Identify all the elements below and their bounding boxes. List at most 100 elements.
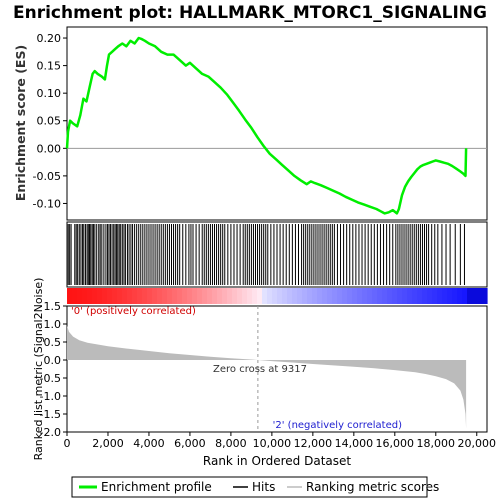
- color-bar-segment: [67, 288, 73, 304]
- color-bar-segment: [82, 288, 88, 304]
- xtick-label: 16,000: [376, 437, 415, 450]
- rank-ytick-label: -0.5: [40, 372, 61, 385]
- color-bar-segment: [432, 288, 438, 304]
- color-bar-segment: [257, 288, 263, 304]
- hits-panel: [66, 221, 488, 288]
- color-bar-segment: [437, 288, 443, 304]
- color-bar-segment: [467, 288, 473, 304]
- es-ytick-label: 0.05: [37, 115, 62, 128]
- rank-ytick-label: -1.5: [40, 408, 61, 421]
- es-ytick-label: 0.10: [37, 87, 62, 100]
- color-bar-segment: [457, 288, 463, 304]
- es-plot-area: [66, 26, 488, 221]
- color-bar-segment: [327, 288, 333, 304]
- color-bar-segment: [287, 288, 293, 304]
- es-series-line: [65, 36, 468, 215]
- color-bar-segment: [187, 288, 193, 304]
- color-bar-segment: [322, 288, 328, 304]
- color-bar-segment: [242, 288, 248, 304]
- color-bar-segment: [342, 288, 348, 304]
- positive-label: '0' (positively correlated): [71, 306, 196, 317]
- rank-ytick-label: 1.0: [44, 318, 62, 331]
- color-bar-segment: [127, 288, 133, 304]
- color-bar-segment: [92, 288, 98, 304]
- es-ytick-label: -0.10: [33, 197, 61, 210]
- color-bar-segment: [387, 288, 393, 304]
- es-ylabel: Enrichment score (ES): [13, 45, 28, 201]
- color-bar-segment: [222, 288, 228, 304]
- color-bar-segment: [442, 288, 448, 304]
- color-bar-segment: [167, 288, 173, 304]
- color-bar-segment: [352, 288, 358, 304]
- color-bar-segment: [392, 288, 398, 304]
- es-ytick-label: 0.15: [37, 60, 62, 73]
- color-bar-segment: [337, 288, 343, 304]
- xtick-label: 4,000: [133, 437, 165, 450]
- rank-panel: -2.0 -1.5 -1.0 -0.5 0.0 0.5 1.0 1.5 Zero cross …: [32, 278, 488, 461]
- color-bar-segment: [297, 288, 303, 304]
- rank-ytick-label: 1.5: [44, 300, 62, 313]
- color-bar-segment: [357, 288, 363, 304]
- color-bar-segment: [237, 288, 243, 304]
- color-bar-segment: [132, 288, 138, 304]
- color-bar-segment: [142, 288, 148, 304]
- xtick-label: 14,000: [335, 437, 374, 450]
- es-y-axis: -0.10 -0.05 0.00 0.05 0.10 0.15 0.20: [33, 32, 67, 210]
- color-bar-segment: [427, 288, 433, 304]
- es-ytick-label: 0.00: [37, 142, 62, 155]
- color-bar-segment: [317, 288, 323, 304]
- color-bar-segment: [252, 288, 258, 304]
- xtick-label: 12,000: [294, 437, 333, 450]
- color-bar-segment: [267, 288, 273, 304]
- xtick-label: 2,000: [92, 437, 124, 450]
- color-bar-segment: [212, 288, 218, 304]
- color-bar-segment: [362, 288, 368, 304]
- es-panel: -0.10 -0.05 0.00 0.05 0.10 0.15 0.20 Enrichmen…: [13, 26, 488, 221]
- color-bar-segment: [112, 288, 118, 304]
- es-ytick-label: -0.05: [33, 170, 61, 183]
- color-bar-segment: [422, 288, 428, 304]
- xtick-label: 10,000: [253, 437, 292, 450]
- color-bar-segment: [307, 288, 313, 304]
- color-bar-segment: [182, 288, 188, 304]
- color-bar-segment: [332, 288, 338, 304]
- color-bar-segment: [122, 288, 128, 304]
- zero-cross-label: Zero cross at 9317: [213, 364, 307, 375]
- color-bar-segment: [157, 288, 163, 304]
- color-bar-segment: [87, 288, 93, 304]
- rank-color-bar: [67, 288, 488, 304]
- color-bar-segment: [292, 288, 298, 304]
- color-bar-segment: [282, 288, 288, 304]
- color-bar-segment: [227, 288, 233, 304]
- color-bar-segment: [312, 288, 318, 304]
- color-bar-segment: [412, 288, 418, 304]
- chart-title: Enrichment plot: HALLMARK_MTORC1_SIGNALI…: [13, 3, 487, 23]
- color-bar-segment: [72, 288, 78, 304]
- negative-label: '2' (negatively correlated): [273, 420, 402, 431]
- color-bar-segment: [482, 288, 488, 304]
- color-bar-segment: [377, 288, 383, 304]
- color-bar-segment: [272, 288, 278, 304]
- rank-ytick-label: -2.0: [40, 426, 61, 439]
- color-bar-segment: [407, 288, 413, 304]
- x-axis: 0 2,000 4,000 6,000 8,000 10,000 12,000 14,000 1…: [64, 432, 496, 450]
- color-bar-segment: [202, 288, 208, 304]
- color-bar-segment: [172, 288, 178, 304]
- color-bar-segment: [137, 288, 143, 304]
- rank-ylabel: Ranked list metric (Signal2Noise): [32, 278, 45, 461]
- color-bar-segment: [247, 288, 253, 304]
- xtick-label: 18,000: [417, 437, 456, 450]
- color-bar-segment: [77, 288, 83, 304]
- color-bar-segment: [302, 288, 308, 304]
- color-bar-segment: [477, 288, 483, 304]
- color-bar-segment: [217, 288, 223, 304]
- legend-box: [71, 476, 428, 498]
- color-bar-segment: [97, 288, 103, 304]
- xtick-label: 6,000: [174, 437, 206, 450]
- color-bar-segment: [232, 288, 238, 304]
- rank-ytick-label: -1.0: [40, 390, 61, 403]
- color-bar-segment: [382, 288, 388, 304]
- legend-hits-label: Hits: [252, 480, 275, 494]
- color-bar-segment: [372, 288, 378, 304]
